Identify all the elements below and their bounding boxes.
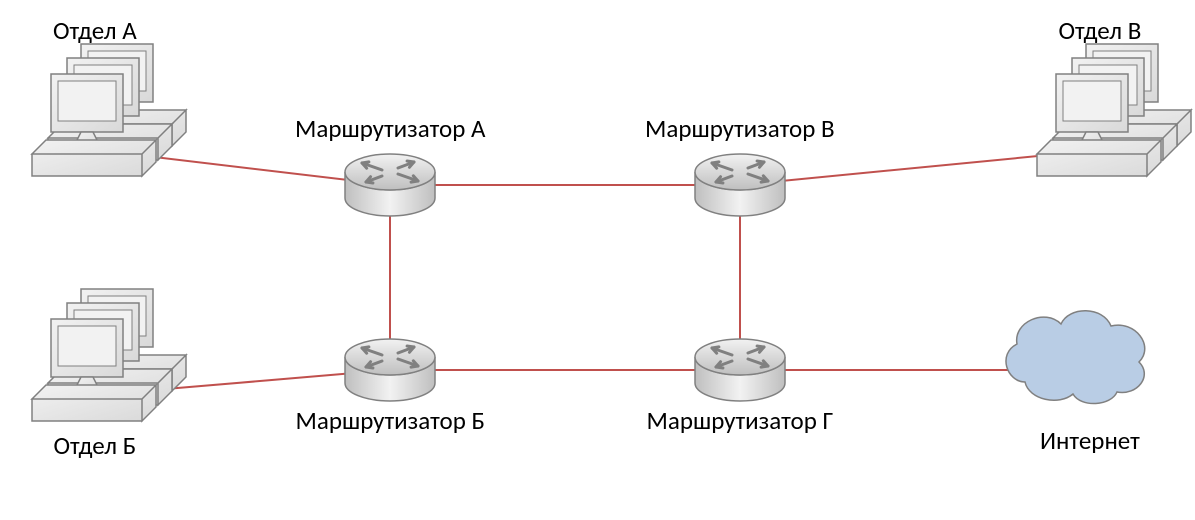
- node-label: Маршрутизатор Г: [647, 405, 834, 436]
- node-label: Интернет: [1040, 425, 1140, 456]
- cloud-icon: [1006, 311, 1145, 404]
- node-label: Маршрутизатор Б: [296, 405, 485, 436]
- router-icon: [345, 339, 435, 401]
- workstations-icon: [32, 289, 186, 421]
- router-icon: [695, 154, 785, 216]
- workstations-icon: [32, 44, 186, 176]
- workstations-icon: [1037, 44, 1191, 176]
- node-label: Маршрутизатор В: [645, 113, 835, 144]
- network-diagram-canvas: [0, 0, 1195, 520]
- node-label: Отдел А: [53, 15, 137, 46]
- router-icon: [345, 154, 435, 216]
- node-label: Маршрутизатор А: [295, 113, 485, 144]
- node-label: Отдел В: [1059, 15, 1142, 46]
- router-icon: [695, 339, 785, 401]
- node-label: Отдел Б: [54, 430, 137, 461]
